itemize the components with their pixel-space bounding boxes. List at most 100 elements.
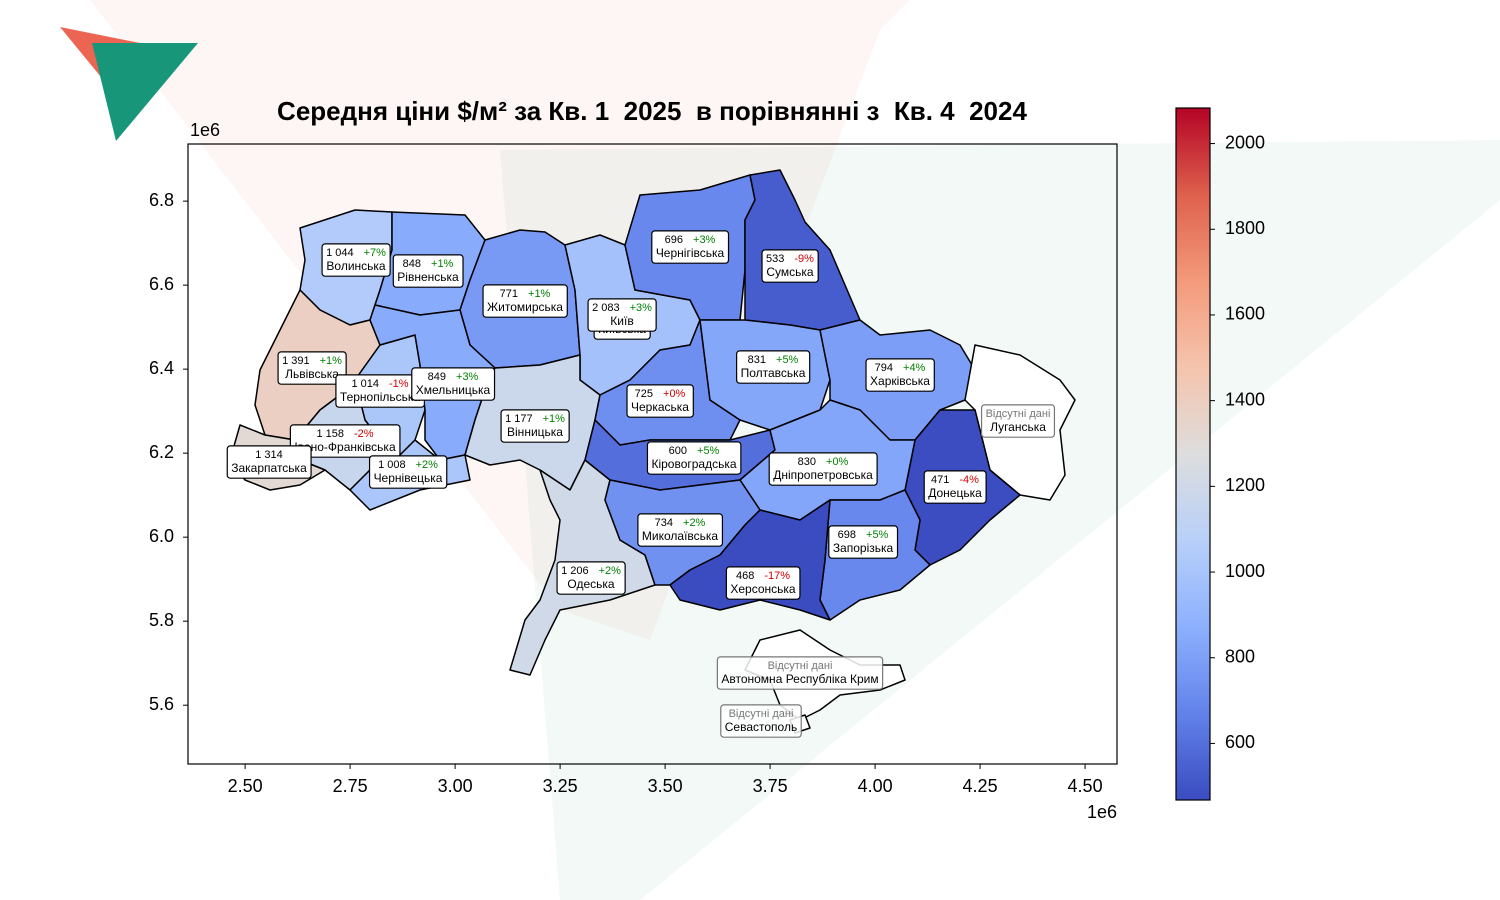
region-label: 471 -4%Донецька [923,470,987,504]
change-label: +2% [683,517,706,529]
colorbar [1175,107,1211,801]
label-box [736,350,811,384]
x-tick-label: 3.25 [543,776,578,796]
change-label: +0% [826,456,849,468]
value-label: 1 014 [351,378,379,390]
label-box [716,656,884,690]
y-tick-label: 6.6 [149,274,174,294]
value-label: 468 [736,570,754,582]
label-box [923,470,987,504]
region-label: 734 +2%Миколаївська [637,513,724,547]
change-label: +2% [416,459,439,471]
label-box [646,441,742,475]
value-label: 831 [748,354,766,366]
region-label: 1 206 +2%Одеська [556,561,626,595]
label-box [828,525,899,559]
region-name: Луганська [990,420,1046,434]
label-box [637,513,724,547]
change-label: +3% [630,302,653,314]
region-label: 771 +1%Житомирська [482,284,568,318]
label-box [226,445,312,479]
region-label: 1 014 -1%Тернопільська [335,374,426,408]
region-label: 1 158 -2%Івано-Франківська [289,424,401,458]
label-box [277,351,347,385]
value-label: 794 [875,362,893,374]
region-label: 830 +0%Дніпропетровська [768,452,878,486]
region-name: Чернівецька [374,471,443,485]
region-label: 725 +0%Черкаська [626,384,694,418]
region-name: Дніпропетровська [773,468,873,482]
colorbar-tick-label: 600 [1225,732,1255,752]
label-box [321,243,391,277]
colorbar-tick-label: 1000 [1225,561,1265,581]
change-label: +4% [903,362,926,374]
value-label: 830 [798,456,816,468]
x-tick-label: 3.75 [753,776,788,796]
label-box [626,384,694,418]
region-name: Кіровоградська [651,457,736,471]
colorbar-tick-label: 1400 [1225,389,1265,409]
label-box [482,284,568,318]
region-label: 696 +3%Чернігівська [651,230,730,264]
region-name: Закарпатська [231,461,307,475]
value-label: 1 206 [561,565,589,577]
region-name: Полтавська [741,366,806,380]
change-label: +0% [663,388,686,400]
region-name: Донецька [928,486,982,500]
change-label: -9% [794,253,814,265]
change-label: +1% [543,413,566,425]
x-tick-label: 4.25 [963,776,998,796]
change-label: +1% [320,355,343,367]
region-name: Севастополь [725,720,797,734]
x-tick-label: 3.50 [648,776,683,796]
change-label: +3% [456,371,479,383]
region-label: 600 +5%Кіровоградська [646,441,742,475]
value-label: 600 [669,445,687,457]
region-label: 848 +1%Рівненська [392,254,464,288]
region-label: 1 044 +7%Волинська [321,243,391,277]
change-label: +7% [364,247,387,259]
region-name: Сумська [766,265,814,279]
y-tick-label: 6.0 [149,526,174,546]
value-label: 696 [665,234,683,246]
region-name: Херсонська [730,582,796,596]
label-box [865,358,935,392]
change-label: -17% [764,570,790,582]
x-tick-label: 4.50 [1068,776,1103,796]
region-label: 1 177 +1%Вінницька [500,409,570,443]
value-label: 725 [635,388,653,400]
value-label: 1 044 [326,247,354,259]
colorbar-tick-label: 800 [1225,646,1255,666]
value-label: 771 [500,288,518,300]
plot-frame [187,143,1118,765]
label-box [556,561,626,595]
label-box [587,298,657,332]
no-data-label: Відсутні дані [986,408,1051,420]
y-tick-label: 6.4 [149,358,174,378]
label-box [768,452,878,486]
label-box [720,704,802,738]
change-label: +5% [866,529,889,541]
region-name: Київ [610,314,633,328]
no-data-label: Відсутні дані [768,660,833,672]
change-label: -2% [354,428,374,440]
value-label: 848 [403,258,421,270]
label-box [411,367,496,401]
label-box [500,409,570,443]
region-name: Рівненська [397,270,459,284]
label-box [651,230,730,264]
region-name: Хмельницька [416,383,491,397]
change-label: -4% [959,474,979,486]
value-label: 1 008 [378,459,406,471]
region-name: Волинська [326,259,386,273]
x-tick-label: 2.50 [228,776,263,796]
region-label: 698 +5%Запорізька [828,525,899,559]
no-data-label: Відсутні дані [729,708,794,720]
colorbar-tick-label: 1200 [1225,475,1265,495]
x-tick-label: 2.75 [333,776,368,796]
change-label: -1% [389,378,409,390]
